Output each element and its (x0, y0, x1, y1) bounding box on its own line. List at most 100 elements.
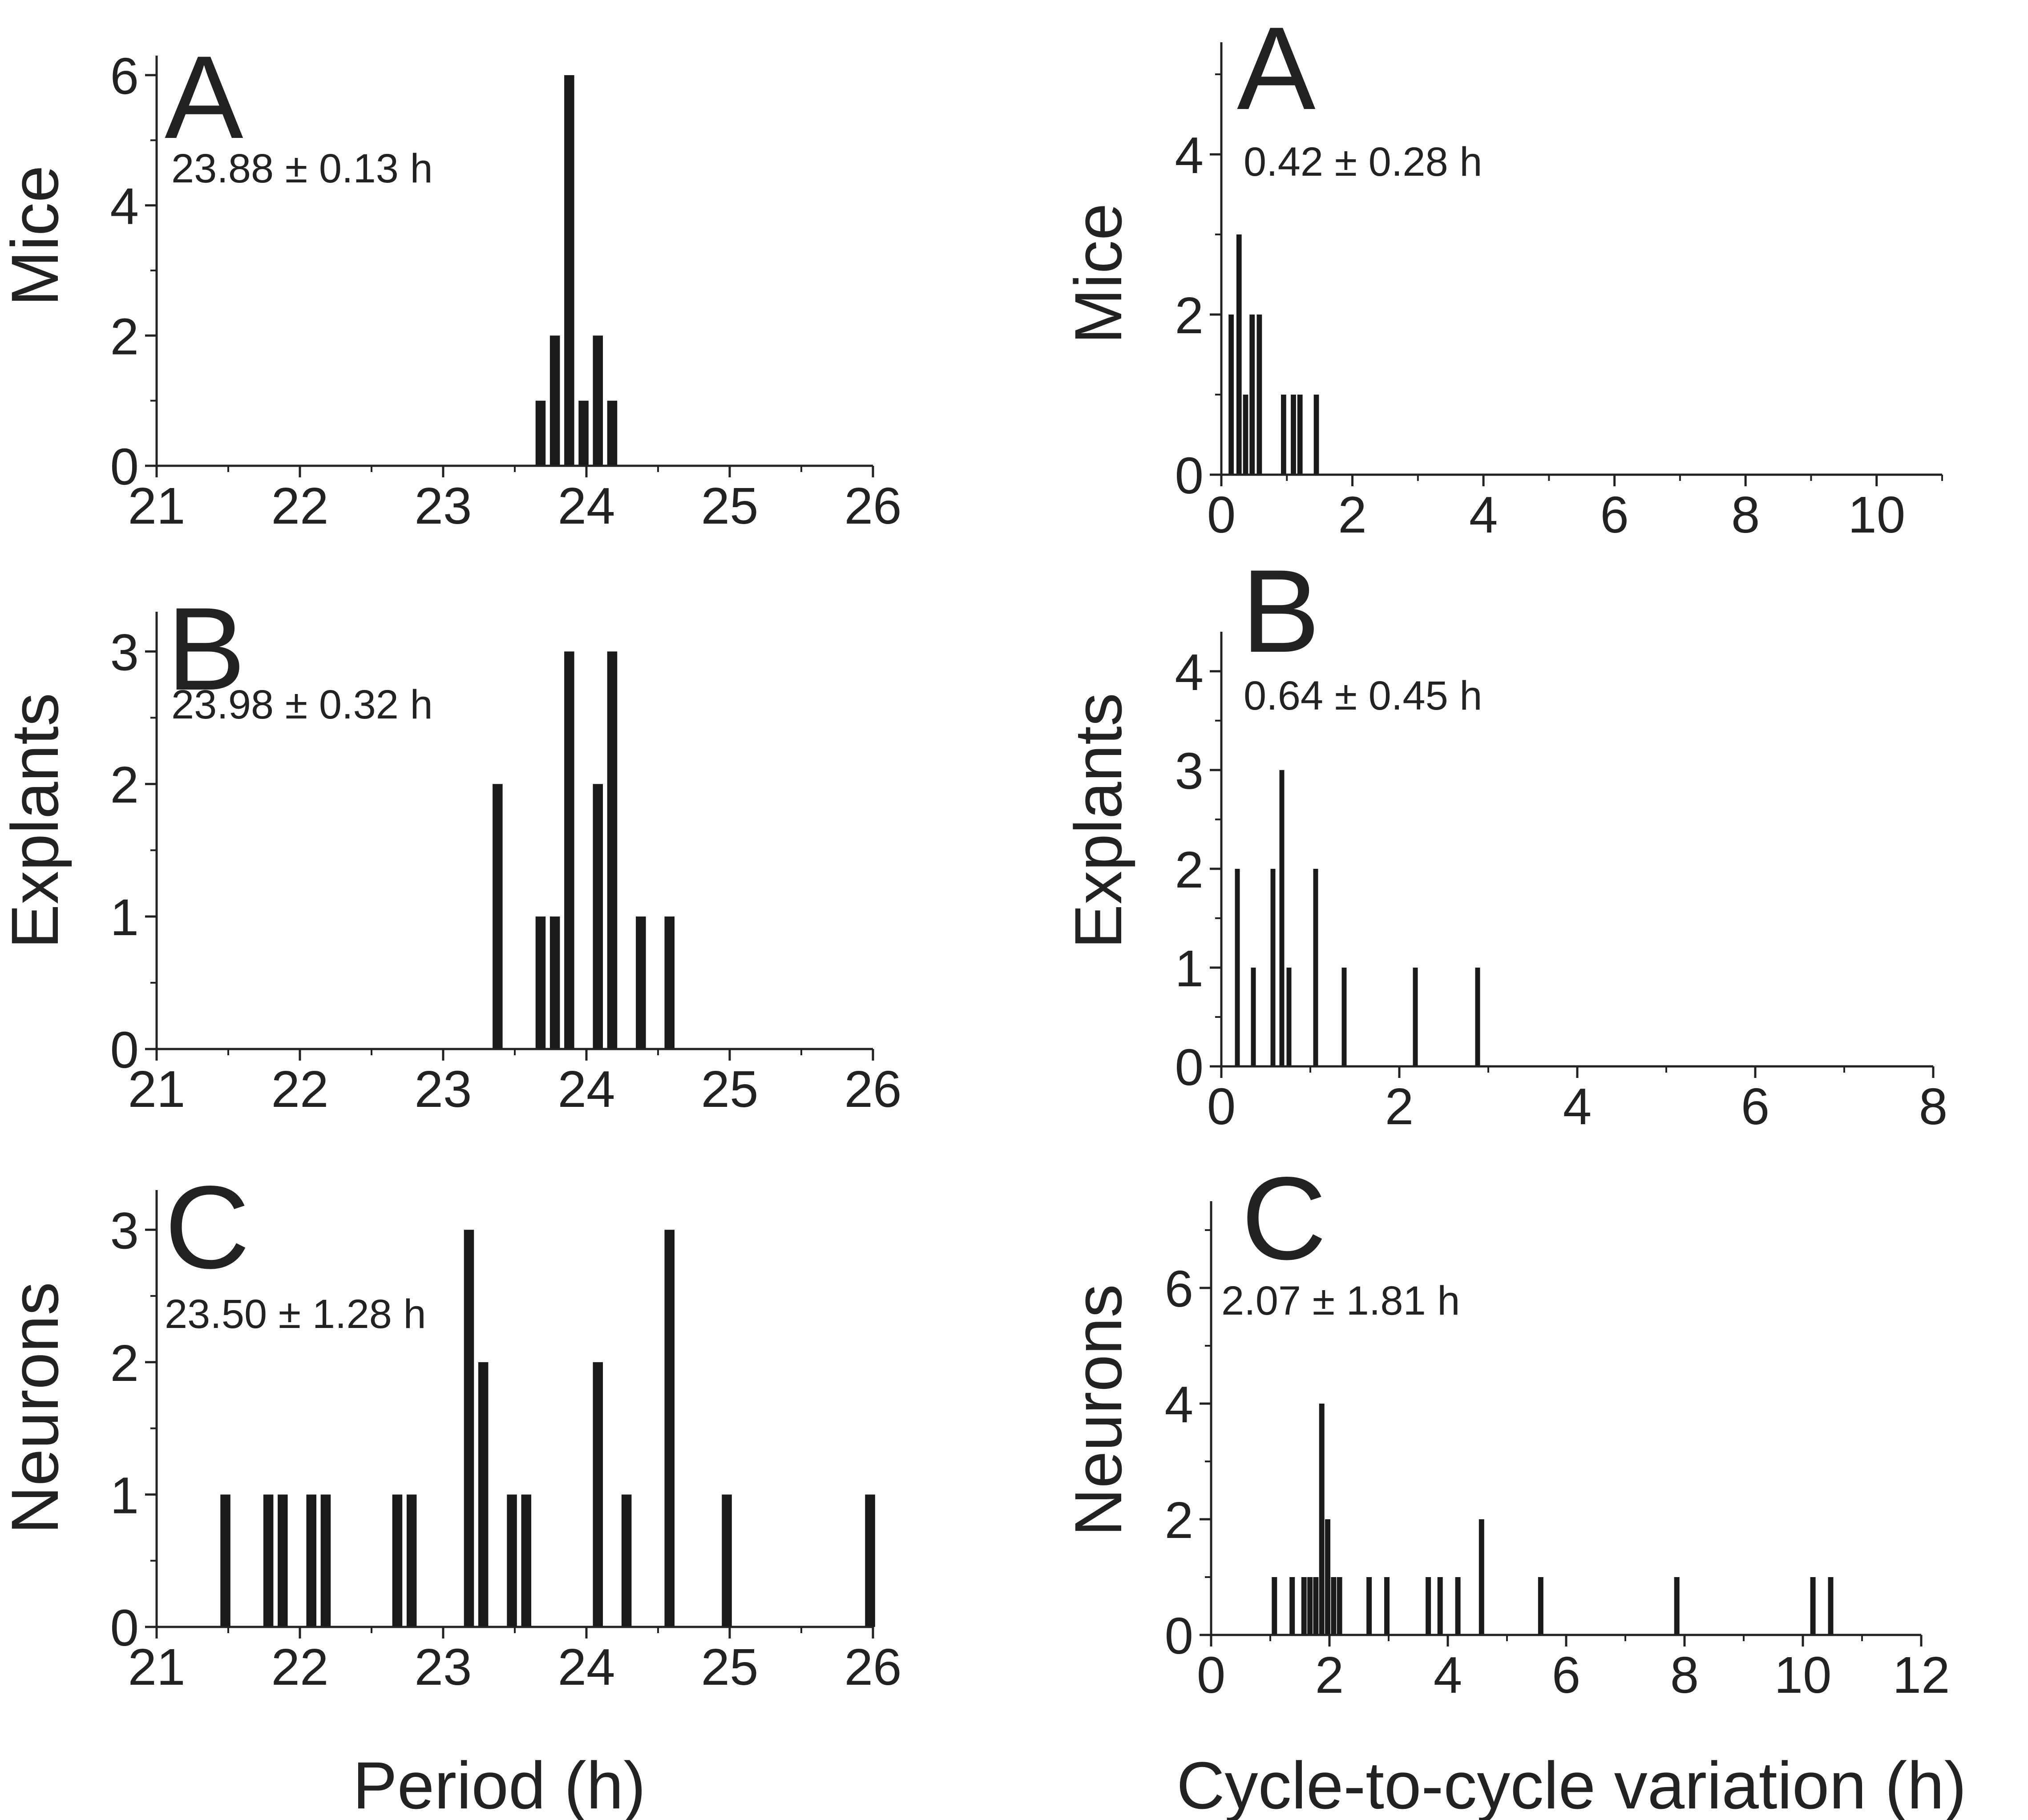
x-tick-label: 21 (128, 477, 185, 535)
y-tick-label: 3 (110, 623, 139, 681)
bar (1479, 1519, 1484, 1635)
x-axis-title-period: Period (h) (353, 1748, 646, 1820)
bar (1674, 1577, 1680, 1635)
bar (621, 1494, 632, 1627)
y-axis-title: Explants (0, 693, 72, 948)
stat-annotation: 0.42 ± 0.28 h (1244, 139, 1482, 185)
bar (507, 1494, 517, 1627)
y-axis-title: Explants (1061, 693, 1135, 948)
x-tick-label: 8 (1919, 1077, 1948, 1135)
x-tick-label: 21 (128, 1060, 185, 1118)
bar (1475, 967, 1480, 1066)
x-tick-label: 10 (1848, 486, 1905, 544)
x-tick-label: 22 (271, 1638, 328, 1696)
x-tick-label: 26 (844, 1638, 901, 1696)
stat-annotation: 23.98 ± 0.32 h (171, 682, 433, 727)
x-tick-label: 2 (1338, 486, 1367, 544)
bar (865, 1494, 875, 1627)
panel-letter: C (1241, 1153, 1326, 1284)
bar (1413, 967, 1418, 1066)
y-tick-label: 3 (1175, 742, 1204, 800)
bar (306, 1494, 317, 1627)
bar (593, 784, 603, 1049)
x-tick-label: 0 (1207, 486, 1236, 544)
panel-letter: B (167, 583, 246, 715)
x-tick-label: 4 (1563, 1077, 1592, 1135)
y-tick-label: 4 (1175, 643, 1204, 701)
bar (607, 651, 618, 1049)
bar (1313, 395, 1319, 475)
y-tick-label: 0 (1164, 1607, 1193, 1665)
bar (535, 916, 546, 1049)
y-tick-label: 2 (110, 1334, 139, 1392)
bar (1243, 395, 1248, 475)
x-tick-label: 12 (1892, 1646, 1950, 1704)
bar (549, 916, 560, 1049)
bar (1228, 315, 1234, 475)
y-axis-title: Neurons (1061, 1284, 1135, 1537)
bar (1286, 967, 1292, 1066)
panel-letter: B (1241, 545, 1320, 677)
y-axis-title: Mice (1061, 203, 1135, 344)
y-tick-label: 1 (110, 1466, 139, 1524)
stat-annotation: 0.64 ± 0.45 h (1244, 673, 1482, 718)
bar (1297, 395, 1303, 475)
bar (1313, 868, 1318, 1066)
bar (564, 651, 574, 1049)
bar (1319, 1404, 1325, 1635)
bar (1313, 1577, 1319, 1635)
bar (564, 75, 574, 466)
bar (1341, 967, 1347, 1066)
x-tick-label: 23 (414, 477, 472, 535)
bar (1455, 1577, 1461, 1635)
y-tick-label: 0 (110, 438, 139, 496)
y-tick-label: 2 (110, 307, 139, 365)
y-tick-label: 4 (1164, 1376, 1193, 1433)
bar (664, 1230, 675, 1627)
x-tick-label: 25 (701, 1060, 758, 1118)
bar (1279, 770, 1285, 1066)
panel-letter: C (165, 1162, 250, 1293)
y-tick-label: 0 (110, 1021, 139, 1079)
bar (1331, 1577, 1337, 1635)
y-tick-label: 6 (1164, 1260, 1193, 1318)
x-tick-label: 2 (1315, 1646, 1344, 1704)
bar (1291, 395, 1296, 475)
y-axis-title: Mice (0, 165, 72, 307)
x-tick-label: 22 (271, 477, 328, 535)
x-tick-label: 23 (414, 1638, 472, 1696)
y-tick-label: 2 (1175, 287, 1204, 344)
x-tick-label: 21 (128, 1638, 185, 1696)
panel-letter: A (1237, 3, 1316, 134)
y-tick-label: 4 (1175, 126, 1204, 184)
bar (1249, 315, 1255, 475)
bar (392, 1494, 403, 1627)
y-tick-label: 0 (1175, 1038, 1204, 1096)
y-tick-label: 1 (1175, 940, 1204, 997)
y-tick-label: 2 (110, 756, 139, 814)
bar (636, 916, 646, 1049)
x-tick-label: 25 (701, 477, 758, 535)
bar (535, 400, 546, 466)
x-tick-label: 8 (1731, 486, 1760, 544)
bar (1325, 1519, 1330, 1635)
stat-annotation: 23.50 ± 1.28 h (165, 1291, 426, 1337)
x-tick-label: 4 (1434, 1646, 1462, 1704)
bar (1256, 315, 1262, 475)
x-tick-label: 4 (1469, 486, 1498, 544)
bar (664, 916, 675, 1049)
bar (1366, 1577, 1372, 1635)
bar (593, 335, 603, 466)
x-tick-label: 6 (1600, 486, 1629, 544)
y-tick-label: 1 (110, 888, 139, 946)
bar (1426, 1577, 1431, 1635)
bar (1384, 1577, 1390, 1635)
x-tick-label: 24 (557, 1638, 615, 1696)
x-tick-label: 22 (271, 1060, 328, 1118)
bar (1307, 1577, 1313, 1635)
